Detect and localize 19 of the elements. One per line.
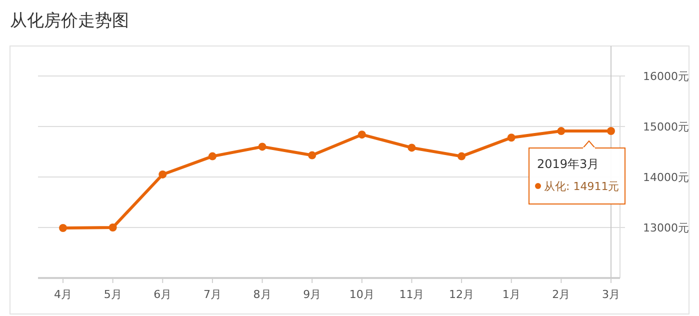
annotation: 2019年3月 xyxy=(537,157,600,171)
ytick: 15000元 xyxy=(643,120,689,134)
annotation: 从化: 14911元 xyxy=(544,180,620,193)
xtick: 6月 xyxy=(154,288,172,301)
xtick: 5月 xyxy=(104,288,122,301)
xtick: 3月 xyxy=(602,288,620,301)
xtick: 8月 xyxy=(253,288,272,301)
xtick: 7月 xyxy=(203,288,222,301)
xtick: 2月 xyxy=(552,288,570,301)
xtick: 1月 xyxy=(502,288,520,301)
xtick: 9月 xyxy=(303,288,322,301)
title: 从化房价走势图 xyxy=(10,11,129,31)
xtick: 4月 xyxy=(54,288,72,301)
ytick: 16000元 xyxy=(643,70,689,83)
xtick: 11月 xyxy=(399,288,424,301)
ytick: 13000元 xyxy=(643,222,689,234)
ytick: 14000元 xyxy=(643,171,689,184)
xtick: 10月 xyxy=(349,288,374,301)
xtick: 12月 xyxy=(449,288,474,301)
